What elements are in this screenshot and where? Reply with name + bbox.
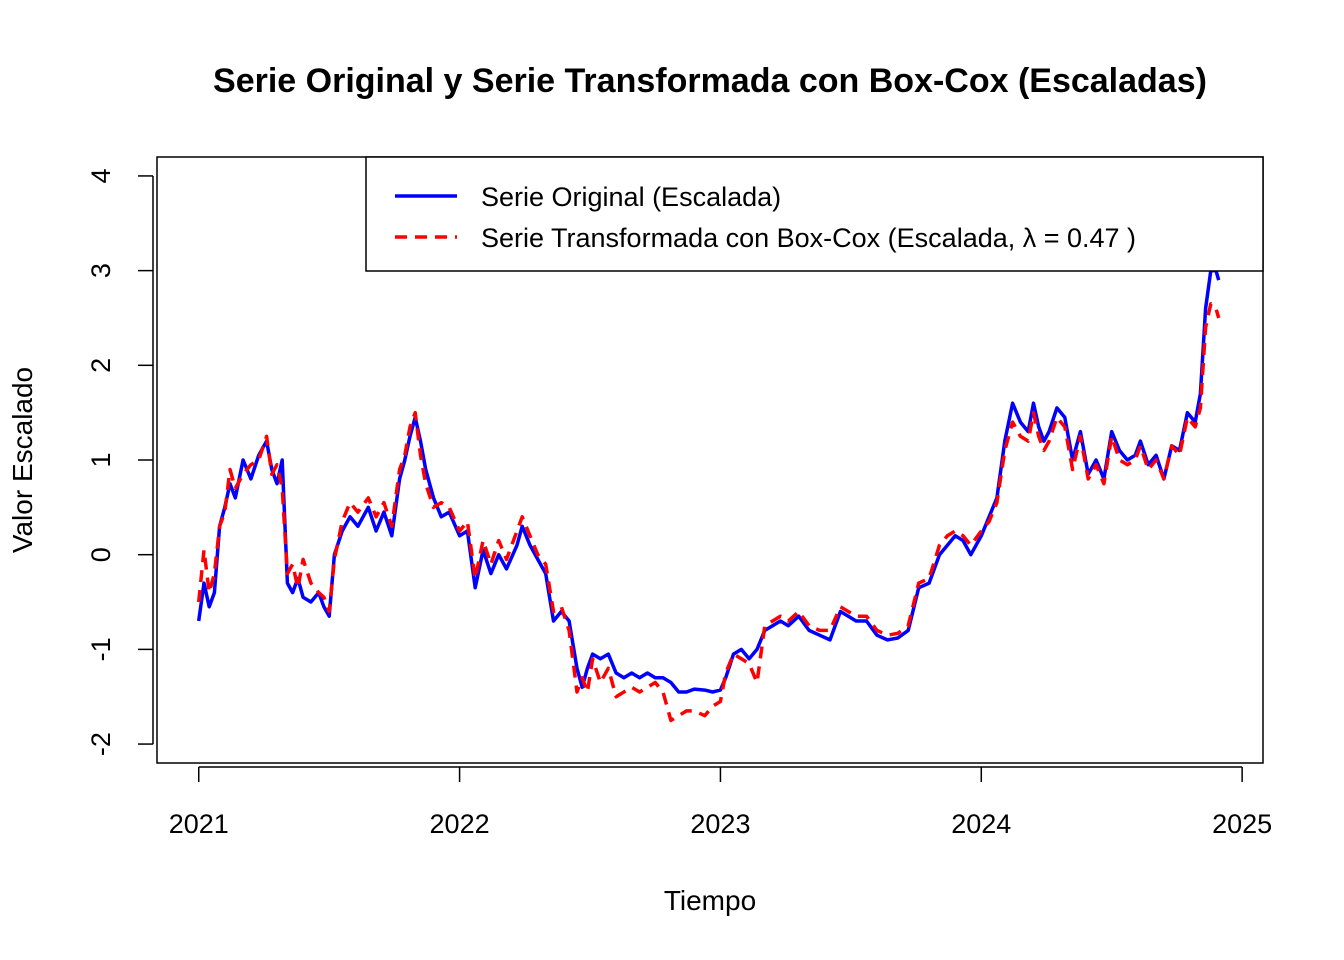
y-axis: -2 -1 0 1 2 3 4 — [86, 168, 154, 756]
series-line-boxcox — [196, 302, 1221, 723]
x-tick-label: 2024 — [951, 809, 1011, 839]
chart-title: Serie Original y Serie Transformada con … — [213, 62, 1207, 100]
y-tick-label: -1 — [86, 637, 116, 661]
y-tick-label: 2 — [86, 358, 116, 373]
x-axis-label: Tiempo — [664, 885, 756, 916]
x-tick-label: 2021 — [169, 809, 229, 839]
series-line-original — [196, 268, 1221, 694]
x-tick-label: 2022 — [430, 809, 490, 839]
legend-label-boxcox: Serie Transformada con Box-Cox (Escalada… — [481, 223, 1136, 253]
legend: Serie Original (Escalada) Serie Transfor… — [365, 156, 1264, 272]
y-tick-label: 1 — [86, 452, 116, 467]
x-axis: 2021 2022 2023 2024 2025 — [169, 766, 1272, 839]
legend-box — [365, 156, 1264, 272]
x-tick-label: 2025 — [1212, 809, 1272, 839]
series-layer — [196, 268, 1221, 723]
y-tick-label: 3 — [86, 263, 116, 278]
legend-label-original: Serie Original (Escalada) — [481, 182, 781, 212]
y-tick-label: 4 — [86, 168, 116, 183]
y-axis-label: Valor Escalado — [7, 367, 38, 553]
y-tick-label: -2 — [86, 732, 116, 756]
x-tick-label: 2023 — [690, 809, 750, 839]
y-tick-label: 0 — [86, 547, 116, 562]
